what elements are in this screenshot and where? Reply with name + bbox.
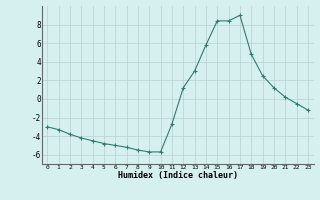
X-axis label: Humidex (Indice chaleur): Humidex (Indice chaleur) — [118, 171, 237, 180]
